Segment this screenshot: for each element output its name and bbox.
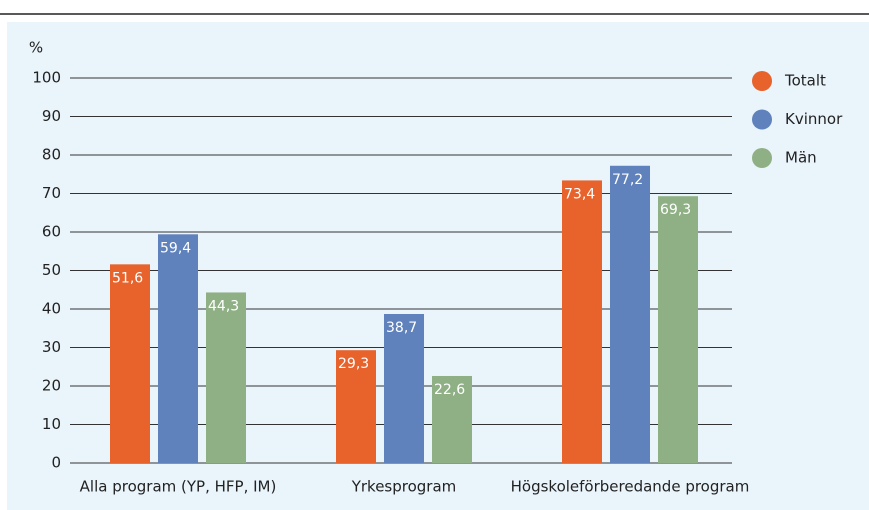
- bar: [562, 180, 602, 463]
- legend-marker: [752, 148, 772, 168]
- y-tick-label: 70: [42, 184, 61, 202]
- legend-label: Kvinnor: [785, 110, 843, 128]
- value-label: 38,7: [386, 320, 417, 336]
- bar: [158, 234, 198, 463]
- value-label: 69,3: [660, 202, 691, 218]
- y-tick-label: 90: [42, 107, 61, 125]
- y-tick-label: 0: [51, 454, 61, 472]
- bar: [658, 196, 698, 463]
- value-label: 59,4: [160, 240, 191, 256]
- y-tick-label: 60: [42, 223, 61, 241]
- bar: [610, 165, 650, 463]
- x-tick-label: Alla program (YP, HFP, IM): [80, 478, 277, 496]
- bar: [432, 375, 472, 463]
- y-axis-label: %: [29, 39, 43, 57]
- bar: [206, 292, 246, 463]
- legend-marker: [752, 71, 772, 91]
- x-tick-label: Högskoleförberedande program: [511, 478, 750, 496]
- y-tick-label: 40: [42, 300, 61, 318]
- y-tick-label: 30: [42, 338, 61, 356]
- y-tick-label: 80: [42, 146, 61, 164]
- y-tick-label: 20: [42, 377, 61, 395]
- value-label: 77,2: [612, 172, 643, 188]
- bar: [336, 350, 376, 463]
- value-label: 29,3: [338, 356, 369, 372]
- bar: [384, 314, 424, 463]
- y-tick-label: 100: [32, 69, 61, 87]
- bar: [110, 264, 150, 463]
- y-tick-label: 50: [42, 261, 61, 279]
- legend-label: Totalt: [784, 72, 826, 90]
- legend-marker: [752, 109, 772, 130]
- value-label: 22,6: [434, 382, 465, 398]
- legend-label: Män: [785, 149, 817, 167]
- value-label: 51,6: [112, 270, 143, 286]
- value-label: 44,3: [208, 298, 239, 314]
- x-tick-label: Yrkesprogram: [351, 478, 457, 496]
- value-label: 73,4: [564, 186, 595, 202]
- y-tick-label: 10: [42, 415, 61, 433]
